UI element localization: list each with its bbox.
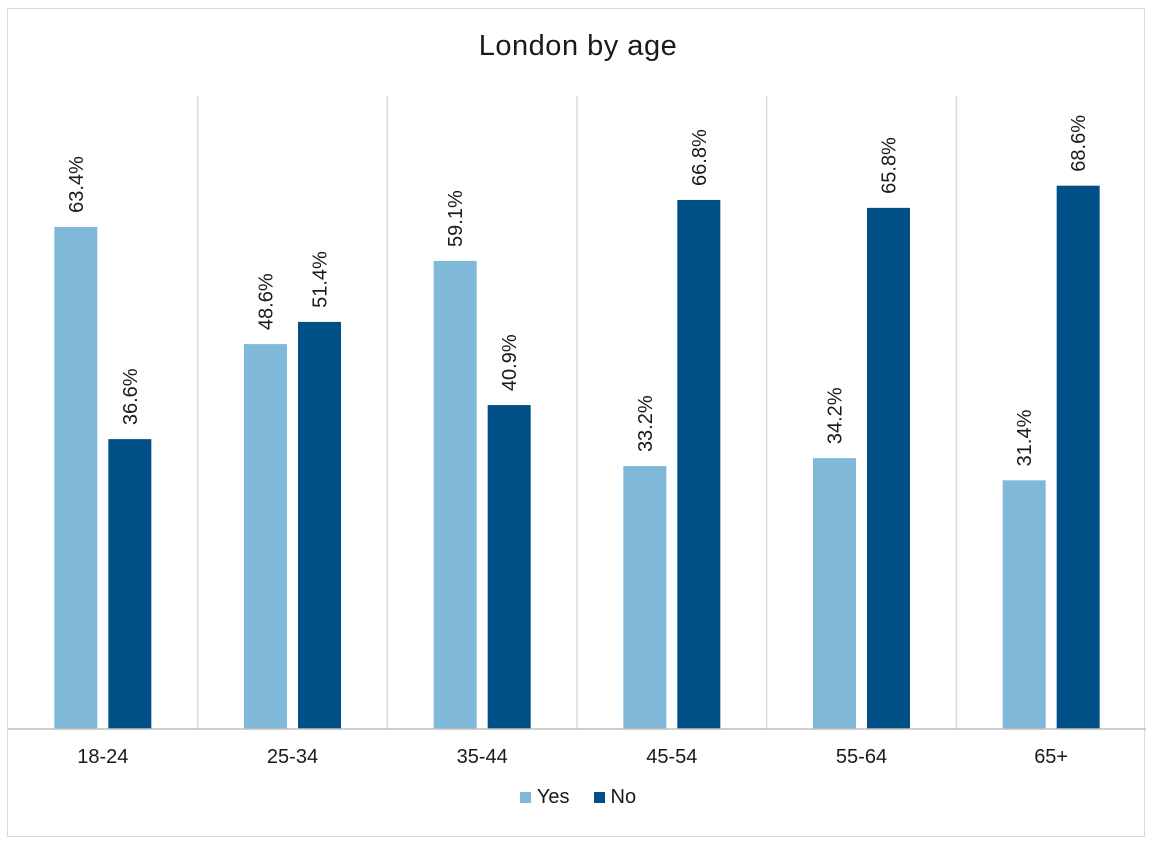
bar-no-18-24 (108, 439, 152, 729)
data-label-yes-25-34: 48.6% (256, 273, 278, 330)
bar-no-65+ (1056, 185, 1100, 730)
x-tick-label-55-64: 55-64 (836, 746, 887, 768)
x-tick-label-25-34: 25-34 (267, 746, 318, 768)
data-label-yes-35-44: 59.1% (445, 190, 467, 247)
legend-label-no: No (610, 786, 637, 808)
bar-no-45-54 (677, 199, 721, 730)
legend-item-yes: Yes (519, 786, 570, 809)
x-tick-label-45-54: 45-54 (646, 746, 697, 768)
legend-swatch-yes (519, 792, 531, 803)
data-label-no-25-34: 51.4% (310, 251, 332, 308)
bar-yes-65+ (1002, 480, 1046, 729)
bar-yes-18-24 (54, 226, 98, 729)
bar-yes-25-34 (244, 344, 287, 729)
legend: Yes No (0, 786, 1156, 809)
data-label-yes-45-54: 33.2% (635, 395, 657, 452)
x-tick-label-18-24: 18-24 (77, 746, 128, 768)
data-label-no-55-64: 65.8% (879, 137, 901, 194)
data-label-yes-55-64: 34.2% (825, 387, 847, 444)
bar-yes-35-44 (433, 260, 477, 729)
bar-no-35-44 (487, 405, 531, 729)
chart-frame (7, 8, 1145, 837)
bar-no-25-34 (298, 321, 341, 729)
x-tick-label-35-44: 35-44 (457, 746, 508, 768)
bar-yes-45-54 (623, 466, 667, 729)
bar-yes-55-64 (813, 458, 856, 729)
x-tick-label-65+: 65+ (1034, 746, 1068, 768)
data-label-no-65+: 68.6% (1068, 115, 1090, 172)
data-label-yes-18-24: 63.4% (66, 156, 88, 213)
data-label-no-18-24: 36.6% (120, 368, 142, 425)
legend-swatch-no (593, 792, 605, 803)
data-label-yes-65+: 31.4% (1014, 409, 1036, 466)
data-label-no-45-54: 66.8% (689, 129, 711, 186)
legend-label-yes: Yes (536, 786, 570, 808)
data-label-no-35-44: 40.9% (499, 334, 521, 391)
bar-no-55-64 (867, 207, 910, 729)
legend-item-no: No (593, 786, 637, 809)
chart-title: London by age (478, 30, 678, 62)
